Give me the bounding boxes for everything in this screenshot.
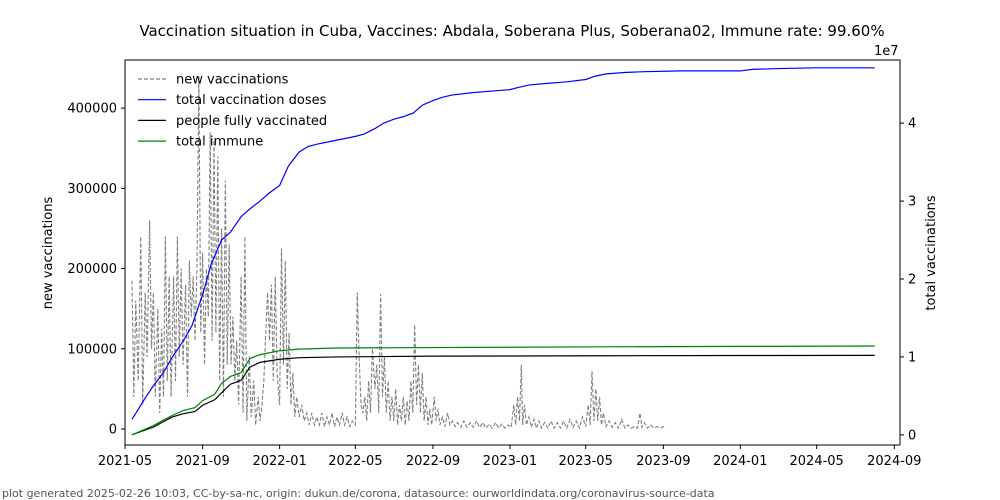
y-right-tick-label: 3 bbox=[908, 195, 916, 210]
y-left-tick-label: 300000 bbox=[67, 182, 117, 197]
y-right-tick-label: 1 bbox=[908, 350, 916, 365]
right-axis-multiplier: 1e7 bbox=[874, 44, 899, 59]
legend-label-3: total immune bbox=[176, 135, 263, 150]
series-line-0 bbox=[131, 76, 666, 430]
y-left-tick-label: 400000 bbox=[67, 102, 117, 117]
x-tick-label: 2024-01 bbox=[713, 454, 767, 469]
series-line-2 bbox=[131, 354, 875, 436]
x-tick-label: 2023-01 bbox=[483, 454, 537, 469]
x-tick-label: 2024-09 bbox=[867, 454, 921, 469]
legend: new vaccinations total vaccination doses p… bbox=[138, 73, 327, 150]
y-right-tick-label: 2 bbox=[908, 272, 916, 287]
x-tick-label: 2022-09 bbox=[406, 454, 460, 469]
y-left-tick-label: 0 bbox=[109, 422, 117, 437]
x-tick-label: 2021-05 bbox=[98, 454, 152, 469]
legend-label-0: new vaccinations bbox=[176, 73, 289, 88]
legend-label-1: total vaccination doses bbox=[176, 93, 327, 108]
plot-frame bbox=[124, 59, 901, 446]
y-right-tick-label: 0 bbox=[908, 428, 916, 443]
series-line-3 bbox=[131, 345, 875, 436]
x-tick-label: 2023-09 bbox=[636, 454, 690, 469]
legend-label-2: people fully vaccinated bbox=[176, 114, 327, 129]
y-axis-right-label: total vaccinations bbox=[924, 195, 939, 311]
y-left-tick-label: 100000 bbox=[67, 342, 117, 357]
chart-title: Vaccination situation in Cuba, Vaccines:… bbox=[139, 22, 884, 40]
x-tick-label: 2022-05 bbox=[328, 454, 382, 469]
x-tick-label: 2021-09 bbox=[175, 454, 229, 469]
x-tick-label: 2023-05 bbox=[559, 454, 613, 469]
plot-area: 2021-05 2021-09 2022-01 2022-05 2022-09 2023-… bbox=[67, 59, 921, 469]
x-tick-label: 2024-05 bbox=[790, 454, 844, 469]
footer-credits: plot generated 2025-02-26 10:03, CC-by-s… bbox=[2, 487, 715, 500]
x-tick-label: 2022-01 bbox=[252, 454, 306, 469]
y-axis-left-label: new vaccinations bbox=[41, 197, 56, 310]
y-right-tick-label: 4 bbox=[908, 117, 916, 132]
y-left-tick-label: 200000 bbox=[67, 262, 117, 277]
series-line-1 bbox=[131, 67, 875, 420]
